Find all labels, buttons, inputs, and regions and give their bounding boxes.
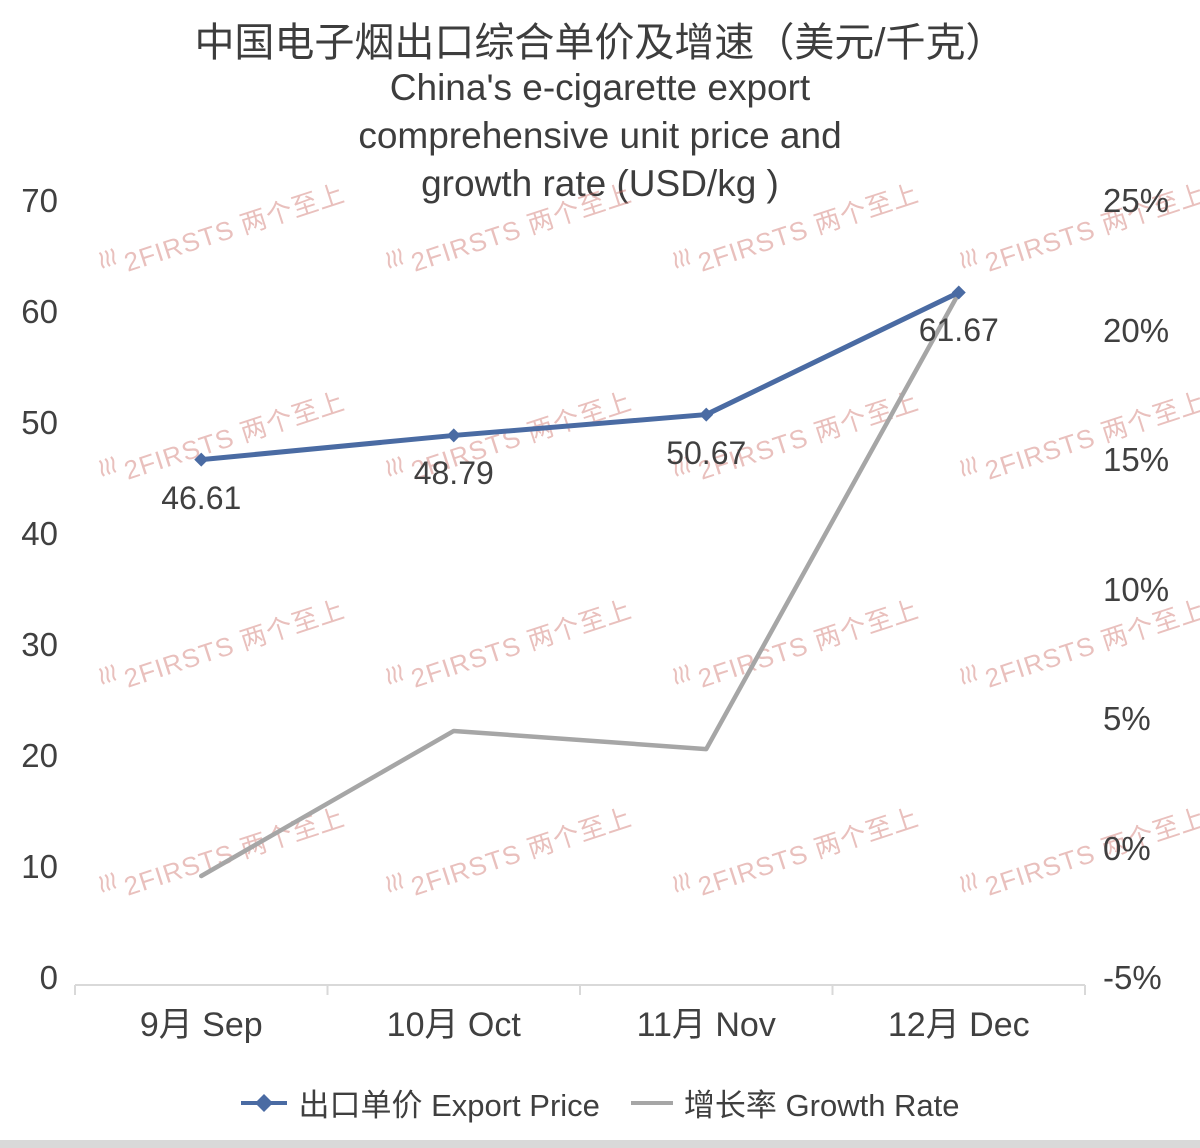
y-axis-left-tick-label: 50 [21, 404, 58, 441]
growth-rate-line [199, 290, 961, 879]
x-axis-label: 11月 Nov [636, 1006, 776, 1044]
export-price-point-marker [194, 452, 209, 467]
y-axis-left-tick-label: 10 [21, 848, 58, 885]
export-price-point-marker [699, 407, 714, 422]
watermark-2firsts: 2FIRSTS 两个至上 [956, 797, 1200, 911]
y-axis-left-tick-label: 0 [39, 959, 58, 996]
y-axis-left-tick-label: 30 [21, 626, 58, 663]
y-axis-right-tick-label: 20% [1103, 311, 1170, 349]
y-axis-right-tick-label: 5% [1103, 700, 1151, 737]
y-axis-left-tick-label: 20 [21, 737, 58, 774]
y-axis-right-tick-label: -5% [1103, 959, 1162, 996]
y-axis-right-tick-label: 15% [1103, 441, 1170, 478]
watermark-2firsts: 2FIRSTS 两个至上 [382, 797, 636, 911]
x-axis-label: 9月 Sep [139, 1006, 263, 1044]
watermark-2firsts: 2FIRSTS 两个至上 [95, 797, 349, 911]
legend-item-growth-rate: 增长率 Growth Rate [630, 1080, 960, 1125]
watermark-2firsts: 2FIRSTS 两个至上 [956, 589, 1200, 703]
watermark-2firsts: 2FIRSTS 两个至上 [382, 381, 636, 495]
data-label-export-price: 50.67 [666, 434, 747, 471]
growth-rate-line-marker-icon [630, 1085, 674, 1121]
bottom-divider [0, 1140, 1200, 1148]
watermark-2firsts: 2FIRSTS 两个至上 [669, 381, 923, 495]
y-axis-left-tick-label: 70 [21, 182, 58, 219]
watermark-2firsts: 2FIRSTS 两个至上 [382, 589, 636, 703]
watermark-2firsts: 2FIRSTS 两个至上 [669, 589, 923, 703]
watermark-2firsts: 2FIRSTS 两个至上 [95, 589, 349, 703]
watermark-2firsts: 2FIRSTS 两个至上 [956, 173, 1200, 287]
watermark-2firsts: 2FIRSTS 两个至上 [956, 381, 1200, 495]
chart-title-en: China's e-cigarette export comprehensive… [358, 67, 842, 205]
watermark-2firsts: 2FIRSTS 两个至上 [669, 797, 923, 911]
watermark-2firsts: 2FIRSTS 两个至上 [95, 381, 349, 495]
y-axis-right-tick-label: 10% [1103, 570, 1170, 608]
legend-item-export-price: 出口单价 Export Price [240, 1080, 600, 1125]
y-axis-left-tick-label: 40 [21, 515, 58, 552]
y-axis-left-tick-label: 60 [21, 293, 58, 330]
legend-label-growth-rate: 增长率 Growth Rate [683, 1088, 960, 1123]
export-price-point-marker [446, 428, 461, 443]
legend-label-export-price: 出口单价 Export Price [298, 1088, 600, 1123]
export-price-line-marker-icon [240, 1085, 288, 1121]
export-price-point-marker [951, 285, 966, 300]
export-price-line [198, 289, 962, 463]
data-label-export-price: 61.67 [918, 312, 999, 349]
legend: 出口单价 Export Price 增长率 Growth Rate [0, 1080, 1200, 1125]
chart-title-zh: 中国电子烟出口综合单价及增速（美元/千克） [194, 21, 1006, 65]
y-axis-right-tick-label: 0% [1103, 829, 1151, 867]
x-axis-label: 10月 Oct [386, 1006, 521, 1044]
x-axis-label: 12月 Dec [887, 1006, 1030, 1044]
data-label-export-price: 46.61 [161, 479, 242, 516]
data-label-export-price: 48.79 [413, 455, 494, 492]
y-axis-right-tick-label: 25% [1103, 182, 1170, 219]
